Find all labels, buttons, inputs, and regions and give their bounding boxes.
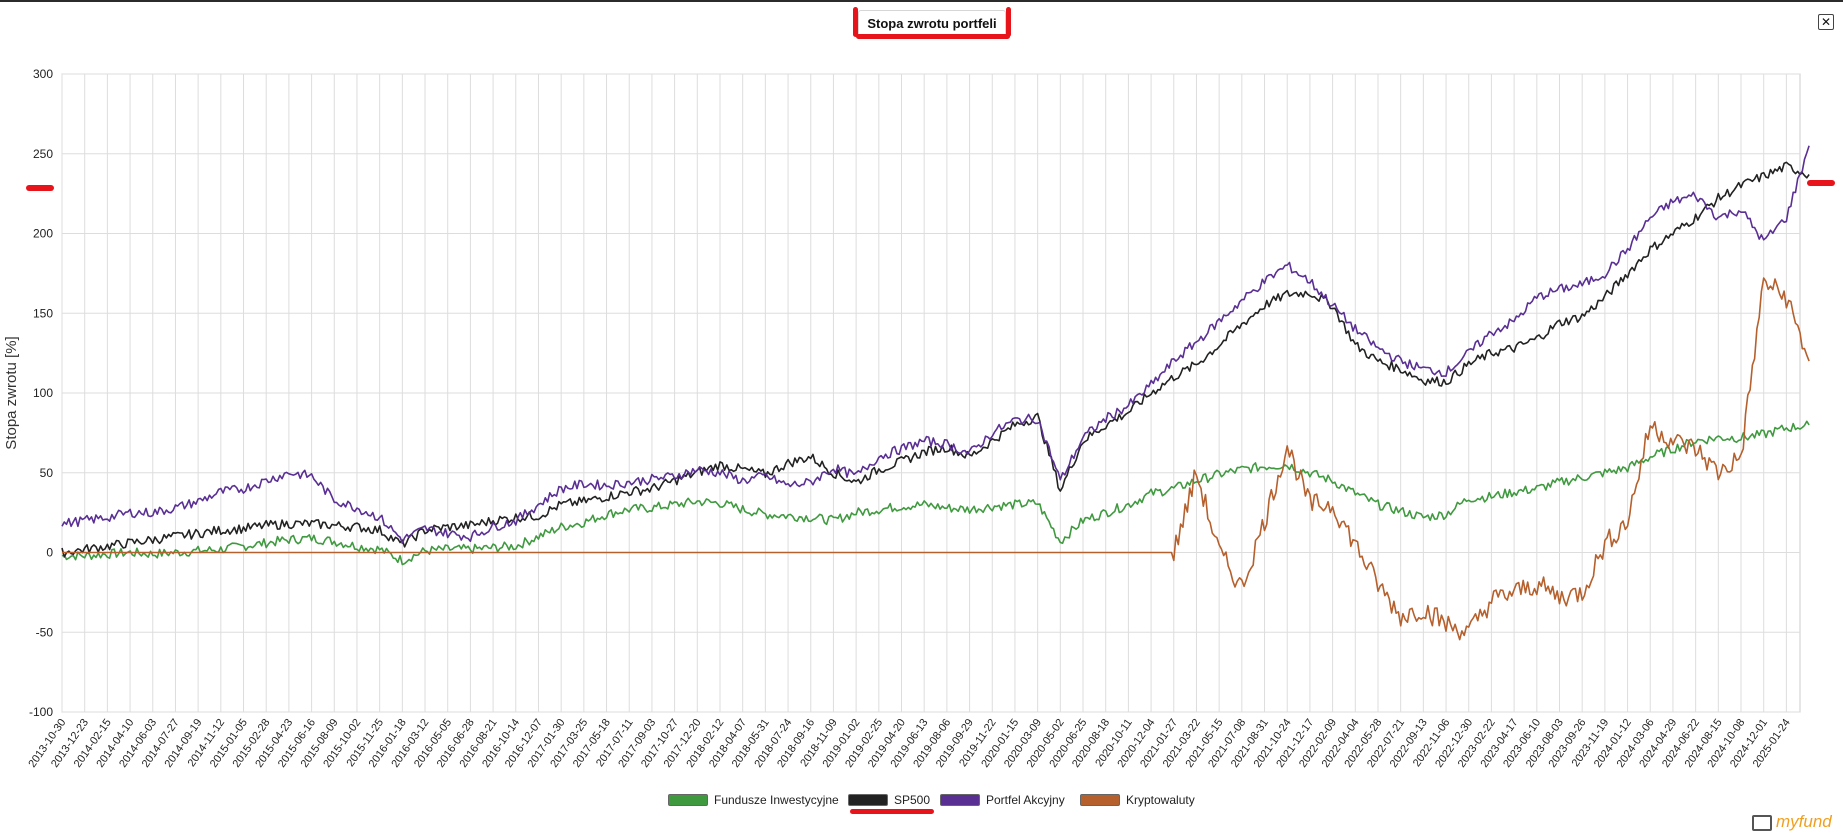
legend-swatch [668, 794, 708, 806]
legend-label: Fundusze Inwestycyjne [714, 793, 839, 807]
chart-title[interactable]: Stopa zwrotu portfeli [858, 10, 1006, 36]
series-line-kryptowaluty [62, 277, 1810, 641]
legend-label: SP500 [894, 793, 931, 807]
legend-label: Portfel Akcyjny [986, 793, 1065, 807]
legend-item-portfel-akcyjny[interactable]: Portfel Akcyjny [940, 791, 1065, 809]
legend-swatch [940, 794, 980, 806]
annotation-mark-title-left [853, 7, 858, 37]
line-chart: 2013-10-302013-12-232014-02-152014-04-10… [3, 67, 1810, 770]
y-tick-label: 300 [33, 67, 53, 81]
legend-swatch [848, 794, 888, 806]
y-tick-label: -100 [29, 705, 53, 719]
close-icon[interactable]: ✕ [1818, 14, 1834, 30]
y-tick-label: 100 [33, 386, 53, 400]
logo-text: myfund [1776, 812, 1832, 831]
y-tick-label: 200 [33, 227, 53, 241]
annotation-mark-title-right [1006, 7, 1011, 37]
myfund-logo: myfund [1752, 812, 1832, 832]
y-axis-label: Stopa zwrotu [%] [3, 336, 20, 449]
chart-legend: Fundusze Inwestycyjne SP500 Portfel Akcyjn… [0, 791, 1843, 809]
legend-label: Kryptowaluty [1126, 793, 1195, 807]
y-tick-label: 50 [40, 466, 54, 480]
logo-icon [1752, 814, 1772, 831]
annotation-mark-right [1807, 180, 1835, 186]
y-tick-label: 250 [33, 147, 53, 161]
y-tick-label: 150 [33, 306, 53, 320]
legend-swatch [1080, 794, 1120, 806]
y-tick-label: -50 [36, 625, 54, 639]
annotation-mark-left [26, 185, 54, 191]
series-line-sp500 [61, 161, 1810, 558]
y-tick-label: 0 [46, 546, 53, 560]
annotation-mark-sp500 [850, 809, 934, 814]
legend-item-fundusze-inwestycyjne[interactable]: Fundusze Inwestycyjne [668, 791, 839, 809]
annotation-mark-title-bottom [856, 34, 1010, 39]
window-top-border [0, 0, 1843, 2]
legend-item-sp500[interactable]: SP500 [848, 791, 930, 809]
series-line-fundusze-inwestycyjne [61, 420, 1810, 566]
series-line-portfel-akcyjny [61, 145, 1810, 545]
legend-item-kryptowaluty[interactable]: Kryptowaluty [1080, 791, 1195, 809]
